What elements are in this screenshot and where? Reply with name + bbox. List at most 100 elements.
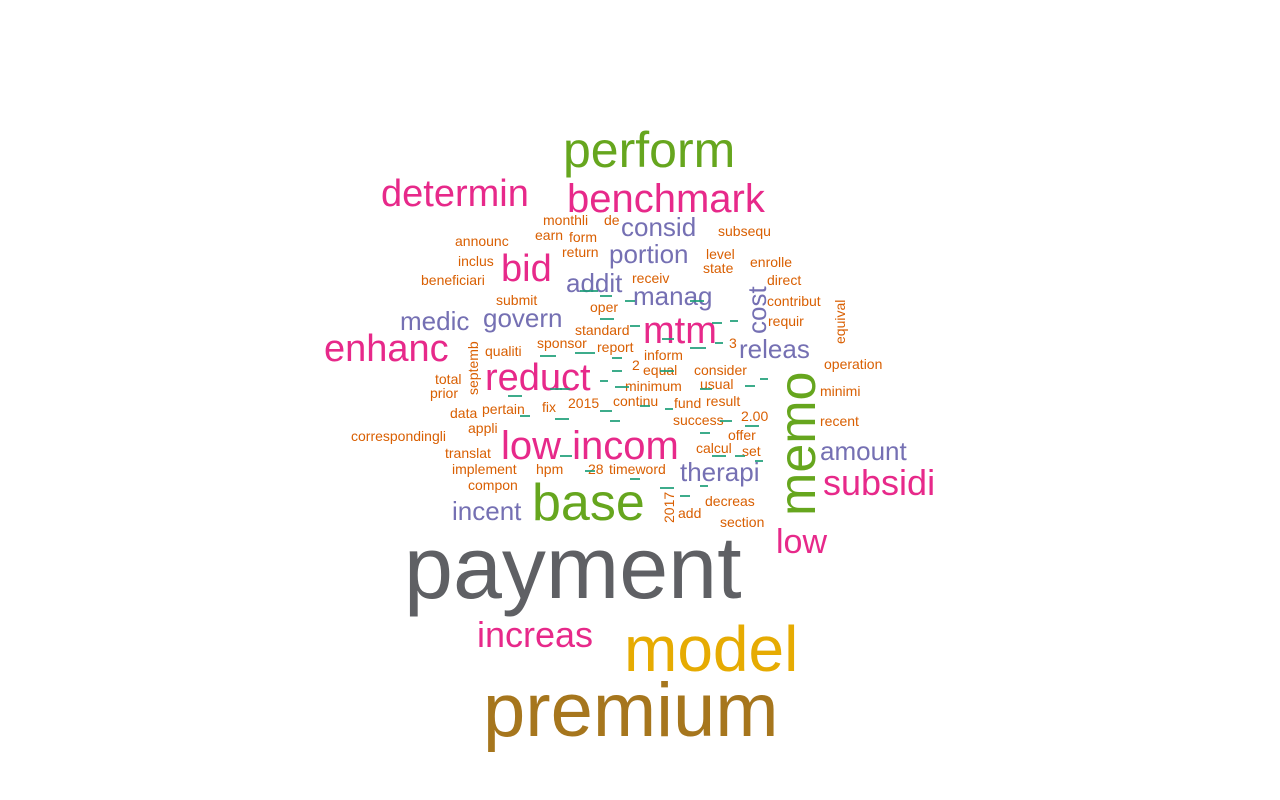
cloud-word-2: 2 <box>632 357 640 373</box>
cloud-word-inform: inform <box>644 347 683 363</box>
tiny-word-mark <box>700 485 708 487</box>
cloud-word-28: 28 <box>588 461 604 477</box>
cloud-word-recent: recent <box>820 413 859 429</box>
cloud-word-monthli: monthli <box>543 212 589 228</box>
tiny-word-mark <box>712 455 726 457</box>
cloud-word-benchmark: benchmark <box>567 177 765 221</box>
cloud-word-incent: incent <box>452 496 522 526</box>
cloud-word-medic: medic <box>400 306 470 336</box>
cloud-word-therapi: therapi <box>680 457 760 487</box>
cloud-word-operation: operation <box>824 356 883 372</box>
cloud-word-increas: increas <box>477 614 594 655</box>
cloud-word-qualiti: qualiti <box>485 343 522 359</box>
tiny-word-mark <box>612 370 622 372</box>
cloud-word-subsidi: subsidi <box>823 462 936 503</box>
cloud-word-govern: govern <box>483 303 563 333</box>
cloud-word-determin: determin <box>381 173 529 215</box>
tiny-word-mark <box>612 357 622 359</box>
cloud-word-offer: offer <box>728 427 756 443</box>
tiny-word-mark <box>555 418 569 420</box>
cloud-word-data: data <box>450 405 478 421</box>
cloud-word-implement: implement <box>452 461 517 477</box>
cloud-word-de: de <box>604 212 620 228</box>
tiny-word-mark <box>660 487 674 489</box>
tiny-word-mark <box>520 415 530 417</box>
tiny-word-mark <box>580 290 598 292</box>
cloud-word-base: base <box>532 474 645 532</box>
tiny-word-mark <box>640 405 650 407</box>
tiny-word-mark <box>700 388 712 390</box>
cloud-word-fix: fix <box>542 399 556 415</box>
tiny-word-mark <box>600 410 612 412</box>
tiny-word-mark <box>755 460 763 462</box>
cloud-word-report: report <box>597 339 634 355</box>
cloud-word-consider: consider <box>694 362 747 378</box>
cloud-word-appli: appli <box>468 420 498 436</box>
cloud-word-state: state <box>703 260 734 276</box>
cloud-word-timeword: timeword <box>609 461 666 477</box>
cloud-word-sponsor: sponsor <box>537 335 587 351</box>
tiny-word-mark <box>575 352 595 354</box>
tiny-word-mark <box>560 455 572 457</box>
cloud-word-pertain: pertain <box>482 401 525 417</box>
cloud-word-submit: submit <box>496 292 538 308</box>
cloud-word-section: section <box>720 514 765 530</box>
cloud-word-consid: consid <box>621 212 697 242</box>
tiny-word-mark <box>665 408 673 410</box>
cloud-word-2-00: 2.00 <box>741 408 769 424</box>
cloud-word-premium: premium <box>483 668 779 753</box>
tiny-word-mark <box>560 388 570 390</box>
tiny-word-mark <box>508 395 522 397</box>
cloud-word-hpm: hpm <box>536 461 564 477</box>
tiny-word-mark <box>600 295 612 297</box>
cloud-word-return: return <box>562 244 599 260</box>
tiny-word-mark <box>720 420 732 422</box>
cloud-word-2017: 2017 <box>661 491 677 523</box>
tiny-word-mark <box>690 300 704 302</box>
tiny-word-mark <box>630 478 640 480</box>
cloud-word-manag: manag <box>633 281 713 311</box>
cloud-word-model: model <box>624 613 799 685</box>
cloud-word-enrolle: enrolle <box>750 254 793 270</box>
tiny-word-mark <box>735 455 745 457</box>
cloud-word-direct: direct <box>767 272 802 288</box>
cloud-word-receiv: receiv <box>632 270 670 286</box>
cloud-word-low-incom: low incom <box>501 424 679 468</box>
tiny-word-mark <box>712 322 722 324</box>
cloud-word-standard: standard <box>575 322 630 338</box>
cloud-word-bid: bid <box>501 248 552 290</box>
cloud-word-subsequ: subsequ <box>718 223 771 239</box>
tiny-word-mark <box>760 378 768 380</box>
cloud-word-amount: amount <box>820 436 907 466</box>
tiny-word-mark <box>550 388 562 390</box>
tiny-word-mark <box>630 325 640 327</box>
tiny-word-mark <box>615 386 629 388</box>
cloud-word-septemb: septemb <box>465 341 481 395</box>
cloud-word-decreas: decreas <box>705 493 755 509</box>
tiny-word-mark <box>680 495 690 497</box>
tiny-word-mark <box>690 347 706 349</box>
tiny-word-mark <box>625 300 635 302</box>
cloud-word-enhanc: enhanc <box>324 328 449 370</box>
cloud-word-result: result <box>706 393 741 409</box>
tiny-word-mark <box>662 338 674 340</box>
tiny-word-mark <box>585 470 595 472</box>
cloud-word-add: add <box>678 505 702 521</box>
cloud-word-continu: continu <box>613 393 659 409</box>
cloud-word-success: success <box>673 412 724 428</box>
cloud-word-earn: earn <box>535 227 564 243</box>
tiny-word-mark <box>660 370 674 372</box>
cloud-word-translat: translat <box>445 445 491 461</box>
cloud-word-prior: prior <box>430 385 459 401</box>
cloud-word-minimi: minimi <box>820 383 861 399</box>
cloud-word-3: 3 <box>729 335 737 351</box>
tiny-word-mark <box>730 320 738 322</box>
cloud-word-total: total <box>435 371 462 387</box>
cloud-word-mtm: mtm <box>643 310 717 352</box>
cloud-word-low: low <box>776 523 828 561</box>
tiny-word-mark <box>600 318 614 320</box>
tiny-word-mark <box>610 420 620 422</box>
cloud-word-level: level <box>706 246 735 262</box>
cloud-word-beneficiari: beneficiari <box>421 272 485 288</box>
